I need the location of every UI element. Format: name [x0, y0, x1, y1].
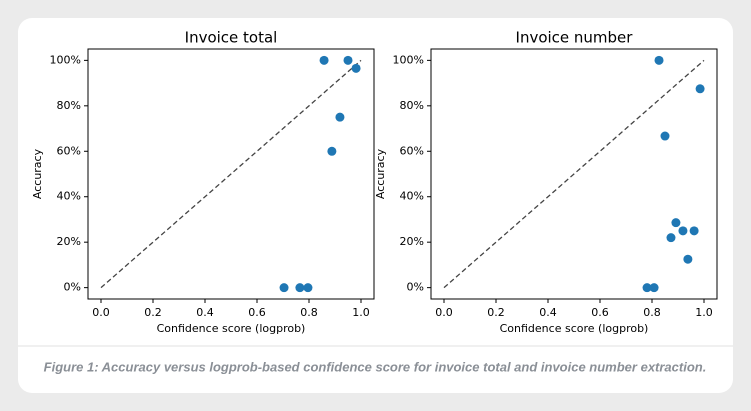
y-tick-label: 100% — [393, 53, 424, 66]
point — [295, 283, 305, 293]
point — [327, 146, 337, 156]
reference-line — [100, 59, 362, 289]
x-tick-label: 0.2 — [144, 306, 162, 319]
y-tick-label: 40% — [57, 190, 81, 203]
x-axis-label: Confidence score (logprob) — [157, 322, 306, 335]
y-tick-label: 80% — [57, 99, 81, 112]
card — [18, 18, 733, 393]
point — [689, 226, 699, 236]
x-tick-label: 0.4 — [539, 306, 557, 319]
y-axis-label: Accuracy — [31, 148, 44, 199]
x-tick-label: 0.8 — [643, 306, 661, 319]
point — [695, 84, 705, 94]
y-axis-label: Accuracy — [374, 148, 387, 199]
y-tick-label: 60% — [57, 144, 81, 157]
x-tick-label: 0.6 — [591, 306, 609, 319]
chart-title: Invoice total — [185, 29, 278, 47]
x-tick-label: 1.0 — [695, 306, 713, 319]
point — [279, 283, 289, 293]
x-tick-label: 0.0 — [435, 306, 453, 319]
point — [343, 55, 353, 65]
x-tick-label: 0.8 — [300, 306, 318, 319]
x-axis-label: Confidence score (logprob) — [500, 322, 649, 335]
reference-line — [443, 59, 705, 289]
plot-frame — [87, 48, 375, 300]
x-tick-label: 0.2 — [487, 306, 505, 319]
y-tick-label: 80% — [400, 99, 424, 112]
x-tick-label: 0.4 — [196, 306, 214, 319]
point — [666, 233, 676, 243]
y-tick-label: 60% — [400, 144, 424, 157]
caption: Figure 1: Accuracy versus logprob-based … — [44, 359, 707, 374]
plot-frame — [430, 48, 718, 300]
x-tick-label: 0.0 — [92, 306, 110, 319]
chart-title: Invoice number — [516, 29, 634, 47]
point — [654, 55, 664, 65]
y-tick-label: 0% — [407, 281, 424, 294]
y-tick-label: 0% — [64, 281, 81, 294]
point — [678, 226, 688, 236]
x-tick-label: 0.6 — [248, 306, 266, 319]
point — [671, 218, 681, 228]
point — [319, 55, 329, 65]
point — [351, 63, 361, 73]
point — [649, 283, 659, 293]
y-tick-label: 20% — [400, 235, 424, 248]
y-tick-label: 20% — [57, 235, 81, 248]
point — [683, 254, 693, 264]
point — [303, 283, 313, 293]
point — [660, 131, 670, 141]
y-tick-label: 100% — [50, 53, 81, 66]
point — [642, 283, 652, 293]
y-tick-label: 40% — [400, 190, 424, 203]
x-tick-label: 1.0 — [352, 306, 370, 319]
point — [335, 112, 345, 122]
